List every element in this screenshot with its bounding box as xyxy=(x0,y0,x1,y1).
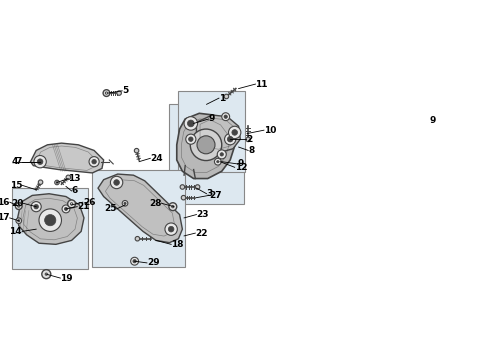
Polygon shape xyxy=(177,113,235,179)
Circle shape xyxy=(16,218,22,224)
Text: 1: 1 xyxy=(219,94,225,103)
Text: 22: 22 xyxy=(196,229,208,238)
Circle shape xyxy=(186,134,196,144)
Circle shape xyxy=(42,270,51,279)
Polygon shape xyxy=(30,143,104,173)
Text: 16: 16 xyxy=(0,198,10,207)
Circle shape xyxy=(228,126,241,139)
Text: 19: 19 xyxy=(60,274,73,283)
Circle shape xyxy=(68,200,75,208)
Circle shape xyxy=(105,92,108,94)
Circle shape xyxy=(217,150,226,159)
Text: 24: 24 xyxy=(150,154,163,163)
Circle shape xyxy=(165,223,177,235)
Bar xyxy=(92,170,185,267)
Circle shape xyxy=(56,181,58,183)
Text: 8: 8 xyxy=(248,146,254,155)
Circle shape xyxy=(31,202,41,212)
Text: 27: 27 xyxy=(209,191,221,200)
Bar xyxy=(178,91,245,172)
Text: 20: 20 xyxy=(11,199,23,208)
Text: 9: 9 xyxy=(430,116,436,125)
Circle shape xyxy=(15,203,22,210)
Circle shape xyxy=(55,180,59,185)
Text: 3: 3 xyxy=(207,189,213,198)
Text: 25: 25 xyxy=(104,204,117,213)
Circle shape xyxy=(71,203,73,205)
Text: 21: 21 xyxy=(77,202,90,211)
Circle shape xyxy=(133,260,136,263)
Circle shape xyxy=(169,203,177,211)
Text: 29: 29 xyxy=(147,258,160,267)
Circle shape xyxy=(34,204,38,209)
Text: 12: 12 xyxy=(235,163,247,172)
Text: 26: 26 xyxy=(83,198,96,207)
Circle shape xyxy=(224,94,229,99)
Bar xyxy=(169,104,244,204)
Text: 9: 9 xyxy=(238,159,244,168)
Text: 14: 14 xyxy=(9,227,22,236)
Circle shape xyxy=(39,209,61,231)
Circle shape xyxy=(181,195,186,200)
Circle shape xyxy=(190,129,222,161)
Circle shape xyxy=(172,206,174,208)
Text: 9: 9 xyxy=(209,114,215,123)
Text: 18: 18 xyxy=(171,240,184,249)
Circle shape xyxy=(117,91,122,95)
Text: 10: 10 xyxy=(264,126,276,135)
Circle shape xyxy=(103,90,110,96)
Text: 2: 2 xyxy=(246,135,252,144)
Text: 4: 4 xyxy=(11,157,18,166)
Circle shape xyxy=(38,180,43,184)
Bar xyxy=(12,188,89,269)
Circle shape xyxy=(37,159,43,165)
Text: 15: 15 xyxy=(10,181,22,190)
Circle shape xyxy=(196,185,200,189)
Text: 13: 13 xyxy=(68,174,81,183)
Circle shape xyxy=(184,117,197,130)
Circle shape xyxy=(114,180,120,185)
Circle shape xyxy=(45,215,56,226)
Circle shape xyxy=(89,157,99,167)
Circle shape xyxy=(64,207,68,211)
Text: 17: 17 xyxy=(0,213,10,222)
Circle shape xyxy=(131,257,139,265)
Text: 11: 11 xyxy=(255,80,268,89)
Circle shape xyxy=(169,226,174,232)
Circle shape xyxy=(220,153,223,156)
Circle shape xyxy=(222,113,230,121)
Circle shape xyxy=(45,273,48,275)
Circle shape xyxy=(246,137,250,141)
Circle shape xyxy=(217,161,219,163)
Circle shape xyxy=(122,201,128,206)
Polygon shape xyxy=(98,174,182,243)
Circle shape xyxy=(62,205,70,213)
Circle shape xyxy=(188,120,194,127)
Circle shape xyxy=(215,158,221,165)
Circle shape xyxy=(224,134,236,145)
Polygon shape xyxy=(18,194,84,244)
Circle shape xyxy=(134,148,139,153)
Circle shape xyxy=(232,130,238,135)
Text: 6: 6 xyxy=(72,186,78,195)
Polygon shape xyxy=(196,115,240,153)
Circle shape xyxy=(18,220,20,222)
Circle shape xyxy=(197,136,215,154)
Circle shape xyxy=(34,156,46,168)
Circle shape xyxy=(18,205,20,207)
Circle shape xyxy=(189,137,193,141)
Circle shape xyxy=(180,185,185,189)
Circle shape xyxy=(224,115,227,118)
Circle shape xyxy=(92,159,97,164)
Circle shape xyxy=(110,176,123,189)
Text: 28: 28 xyxy=(149,199,162,208)
Circle shape xyxy=(124,202,126,204)
Circle shape xyxy=(66,175,71,180)
Text: 7: 7 xyxy=(16,157,22,166)
Circle shape xyxy=(227,136,233,142)
Text: 5: 5 xyxy=(122,86,128,95)
Circle shape xyxy=(135,237,140,241)
Text: 23: 23 xyxy=(196,210,209,219)
